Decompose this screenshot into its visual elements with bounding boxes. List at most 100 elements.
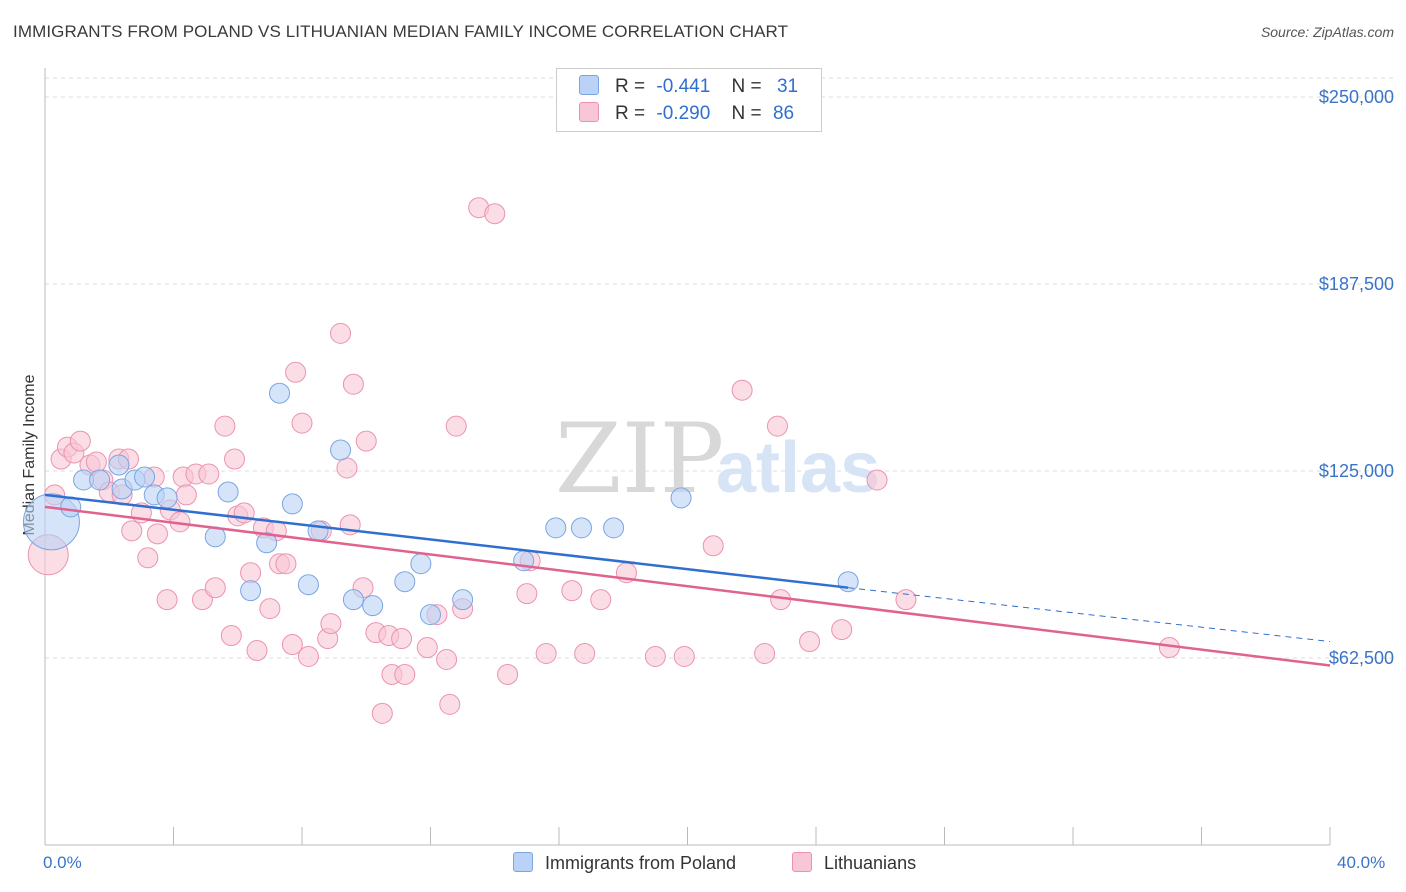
lithuanian-point: [445, 415, 467, 437]
legend-item-poland: Immigrants from Poland: [513, 852, 736, 874]
lithuanian-point: [198, 463, 220, 485]
watermark: ZIP atlas: [555, 403, 880, 515]
poland-point: [837, 571, 859, 593]
lithuanian-point: [281, 634, 303, 656]
legend-lithuanians-swatch: [792, 852, 812, 872]
lithuanian-point: [484, 203, 506, 225]
lithuanian-point: [220, 625, 242, 647]
watermark-atlas: atlas: [716, 428, 880, 508]
lithuanian-point: [330, 322, 352, 344]
lithuanian-point: [731, 379, 753, 401]
lithuanians-swatch: [579, 102, 599, 122]
poland-point: [240, 580, 262, 602]
axes: [44, 68, 1331, 846]
legend-lithuanians-label: Lithuanians: [824, 853, 917, 873]
lithuanian-point: [214, 415, 236, 437]
lithuanian-point: [831, 619, 853, 641]
poland-point: [603, 517, 625, 539]
lithuanian-point: [497, 663, 519, 685]
poland-point: [330, 439, 352, 461]
lithuanian-point: [574, 643, 596, 665]
y-tick-label: $250,000: [1319, 87, 1394, 107]
lithuanian-point: [156, 589, 178, 611]
lithuanian-point: [391, 628, 413, 650]
lithuanian-point: [355, 430, 377, 452]
legend-item-lithuanians: Lithuanians: [792, 852, 916, 874]
poland-point: [410, 553, 432, 575]
stats-legend: R = -0.441 N = 31 R = -0.290 N = 86: [556, 68, 822, 132]
y-tick-label: $62,500: [1329, 648, 1394, 668]
poland-point: [452, 589, 474, 611]
lithuanian-point: [702, 535, 724, 557]
poland-point: [134, 466, 156, 488]
lithuanian-point: [516, 583, 538, 605]
poland-trendline-extension: [848, 587, 1331, 643]
poland-point: [89, 469, 111, 491]
poland-point: [394, 571, 416, 593]
x-tick-max: 40.0%: [1337, 853, 1386, 872]
legend-poland-label: Immigrants from Poland: [545, 853, 737, 873]
poland-n-value: 31: [776, 76, 799, 97]
poland-point: [570, 517, 592, 539]
lithuanian-point: [535, 643, 557, 665]
lithuanian-point: [895, 589, 917, 611]
lithuanian-point: [246, 640, 268, 662]
poland-n-label: N =: [731, 76, 762, 97]
lithuanian-point: [336, 457, 358, 479]
lithuanian-point: [436, 648, 458, 670]
y-tick-labels: $62,500 $125,000 $187,500 $250,000: [1319, 87, 1394, 668]
lithuanian-point: [291, 412, 313, 434]
poland-point: [156, 487, 178, 509]
lithuanian-point: [297, 646, 319, 668]
lithuanian-point: [285, 361, 307, 383]
x-tick-min: 0.0%: [43, 853, 82, 872]
poland-point: [670, 487, 692, 509]
poland-point: [307, 520, 329, 542]
lithuanian-point: [121, 520, 143, 542]
poland-point: [362, 595, 384, 617]
lithuanian-point: [754, 643, 776, 665]
y-tick-label: $125,000: [1319, 461, 1394, 481]
lithuanian-point: [137, 547, 159, 569]
trend-lines: [44, 493, 1331, 667]
lithuanian-point: [69, 430, 91, 452]
poland-point: [256, 532, 278, 554]
lithuanian-point: [259, 598, 281, 620]
lithuanian-point: [866, 469, 888, 491]
poland-point: [217, 481, 239, 503]
poland-r-value: -0.441: [656, 76, 711, 97]
lithuanian-point: [644, 646, 666, 668]
lithuanian-point: [394, 663, 416, 685]
lithuanians-r-value: -0.290: [656, 103, 711, 124]
legend-row-poland: R = -0.441 N = 31: [579, 75, 798, 99]
watermark-zip: ZIP: [555, 403, 724, 515]
poland-point: [281, 493, 303, 515]
poland-trendline: [44, 493, 849, 589]
poland-swatch: [579, 75, 599, 95]
lithuanians-trendline: [44, 505, 1331, 667]
lithuanian-point: [224, 448, 246, 470]
lithuanian-point: [175, 484, 197, 506]
lithuanian-point: [320, 613, 342, 635]
lithuanian-point: [439, 693, 461, 715]
lithuanian-point: [85, 451, 107, 473]
poland-point: [342, 589, 364, 611]
lithuanian-point: [416, 637, 438, 659]
lithuanian-point: [561, 580, 583, 602]
source-note: Source: ZipAtlas.com: [1260, 24, 1394, 40]
poland-point: [545, 517, 567, 539]
lithuanian-point: [240, 562, 262, 584]
legend-poland-swatch: [513, 852, 533, 872]
legend-row-lithuanians: R = -0.290 N = 86: [579, 102, 794, 126]
lithuanians-n-label: N =: [731, 103, 762, 124]
lithuanian-point: [146, 523, 168, 545]
chart-title: IMMIGRANTS FROM POLAND VS LITHUANIAN MED…: [13, 22, 789, 41]
lithuanian-point: [673, 646, 695, 668]
lithuanian-point: [799, 631, 821, 653]
poland-point: [269, 382, 291, 404]
poland-point: [108, 454, 130, 476]
poland-point: [297, 574, 319, 596]
poland-r-label: R =: [615, 76, 646, 97]
lithuanians-n-value: 86: [772, 103, 795, 124]
